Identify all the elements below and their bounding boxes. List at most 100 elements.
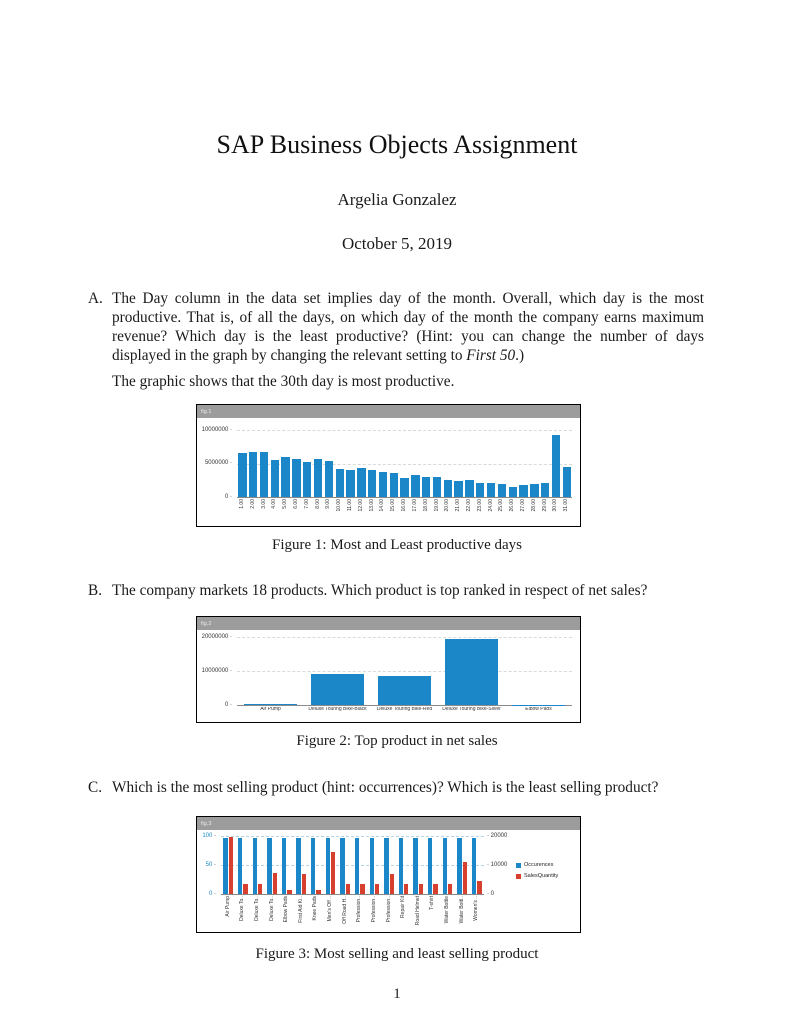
x-tick-label: 1.00 (238, 499, 245, 509)
y-tick-label: 10000000 (197, 668, 232, 674)
figure-3-chart-image: fig.3 0 0 50 10000 100 20000 Air Pump Deluxe To… (196, 816, 581, 933)
bar-group (382, 836, 397, 894)
document-date: October 5, 2019 (341, 234, 452, 253)
bar-group (507, 430, 518, 497)
bar (418, 884, 424, 894)
bar (252, 837, 258, 894)
x-tick-label: 29.00 (541, 499, 548, 512)
bar (243, 884, 248, 894)
bar (454, 481, 463, 497)
x-tick-label: 19.00 (433, 499, 440, 512)
x-tick-label: 2.00 (249, 499, 256, 509)
bar (223, 837, 228, 894)
bar (497, 483, 507, 497)
item-c-text: Which is the most selling product (hint:… (112, 779, 659, 796)
bar-group (259, 430, 270, 497)
bar (422, 476, 431, 497)
bar-group (378, 430, 389, 497)
x-tick-label: 12.00 (357, 499, 364, 512)
bar (413, 837, 418, 894)
y-tick-label: 10000000 (197, 427, 232, 433)
bar-group (304, 637, 371, 705)
y-tick-label: 0 (197, 494, 232, 500)
bar-group (250, 836, 265, 894)
bar-group (388, 430, 399, 497)
bar-group (410, 430, 421, 497)
bar-group (505, 637, 572, 705)
x-tick-label: Deluxe To.. (239, 896, 246, 921)
bar (486, 483, 496, 497)
bar-group (411, 836, 426, 894)
figure-3-title-bar-label: fig.3 (201, 820, 212, 827)
x-tick-label: First Aid Ki.. (297, 896, 304, 923)
x-tick-label: 26.00 (509, 499, 516, 512)
x-tick-label: 18.00 (422, 499, 429, 512)
question-item-b: B. The company markets 18 products. Whic… (88, 581, 704, 600)
bar (378, 675, 431, 705)
bar (258, 884, 263, 894)
bar (244, 703, 297, 705)
x-tick-label: Deluxe Touring Bike-Red (376, 707, 433, 712)
bar (331, 851, 336, 894)
legend: Occurences SalesQuantity (516, 862, 578, 879)
legend-item: Occurences (516, 862, 578, 868)
bar (301, 873, 307, 894)
bar (400, 477, 409, 497)
plot-bars (237, 637, 572, 705)
item-c-label: C. (88, 779, 103, 796)
bar (367, 469, 377, 497)
figure-3-caption: Figure 3: Most selling and least selling… (255, 946, 539, 962)
y-tick-label: 0 (197, 891, 216, 897)
bar (476, 483, 485, 497)
x-tick-label: Air Pump (260, 707, 281, 712)
bar (249, 451, 258, 497)
bar-group (432, 430, 443, 497)
bar-group (421, 430, 432, 497)
figure-2-title-bar: fig.2 (197, 617, 580, 630)
bar (465, 480, 474, 497)
item-a-followup: The graphic shows that the 30th day is m… (112, 373, 455, 390)
gridline (221, 836, 484, 837)
bar (374, 883, 380, 894)
bar-group (269, 430, 280, 497)
page-number: 1 (393, 986, 401, 1002)
figure-1-caption: Figure 1: Most and Least productive days (272, 537, 522, 553)
x-tick-label: Profession.. (356, 896, 363, 923)
bar-group (518, 430, 529, 497)
x-tick-label: 6.00 (292, 499, 299, 509)
x-tick-label: Air Pump (224, 896, 231, 917)
bar-group (313, 430, 324, 497)
x-tick-label: Elbow Pads (283, 896, 290, 923)
x-tick-label: 22.00 (465, 499, 472, 512)
x-tick-label: Deluxe To.. (254, 896, 261, 921)
y-tick-label: 100 (197, 833, 216, 839)
author-name: Argelia Gonzalez (337, 190, 457, 209)
bar (313, 459, 323, 497)
figure-3-title-bar: fig.3 (197, 817, 580, 830)
x-tick-label: 3.00 (260, 499, 267, 509)
item-a-text-italic: First 50 (466, 347, 516, 364)
bar-group (371, 637, 438, 705)
x-tick-label: 10.00 (336, 499, 343, 512)
bar (477, 880, 482, 894)
bar (398, 837, 404, 894)
bar-group (280, 430, 291, 497)
legend-swatch (516, 873, 521, 879)
bar (389, 472, 398, 497)
y-tick-label: 0 (197, 702, 232, 708)
bar (540, 482, 550, 497)
bar (445, 638, 498, 705)
x-tick-label: Deluxe Touring Bike-Black (308, 707, 367, 712)
bar-group (236, 836, 251, 894)
x-tick-label: Water Bottl.. (458, 896, 465, 924)
bar-group (338, 836, 353, 894)
bar (530, 484, 539, 497)
bar (311, 837, 316, 894)
bar-group (345, 430, 356, 497)
x-tick-label: 20.00 (444, 499, 451, 512)
x-tick-label: 15.00 (390, 499, 397, 512)
bar-group (438, 637, 505, 705)
right-y-tick-label: 10000 (487, 862, 515, 868)
figure-1-plot-area: 0 5000000 10000000 1.00 2.00 3.00 4.00 5.006.00… (197, 418, 580, 526)
x-tick-label: Repair Kit (400, 896, 407, 918)
